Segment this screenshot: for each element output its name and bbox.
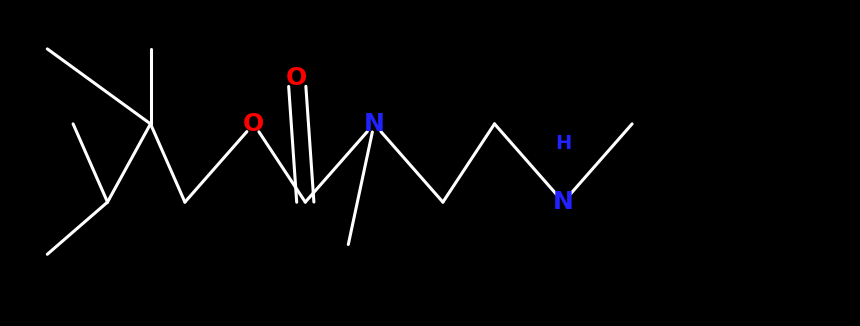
Text: N: N — [364, 112, 384, 136]
Text: H: H — [556, 134, 571, 153]
Text: O: O — [286, 66, 307, 90]
Text: N: N — [553, 190, 574, 214]
Text: O: O — [243, 112, 264, 136]
